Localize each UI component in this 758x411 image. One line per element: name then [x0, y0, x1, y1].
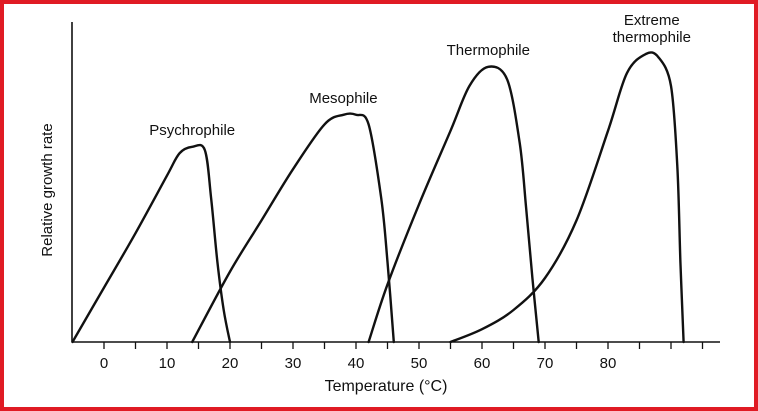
- x-tick-label: 0: [100, 355, 108, 372]
- x-tick-label: 40: [348, 355, 365, 372]
- curve-labels: Psychrophile Mesophile Thermophile Extreme t…: [149, 12, 691, 139]
- x-tick-label: 70: [537, 355, 554, 372]
- curve-label-psychrophile: Psychrophile: [149, 122, 235, 139]
- x-ticks: [103, 342, 704, 349]
- growth-curve-psychrophile: [71, 143, 232, 344]
- x-tick-labels: 0 10 20 30 40 50 60 70 80: [100, 355, 617, 372]
- curve-label-extreme-thermophile: Extreme thermophile: [613, 12, 691, 46]
- curve-label-thermophile: Thermophile: [447, 42, 530, 59]
- x-tick-label: 60: [474, 355, 491, 372]
- growth-curve-thermophile: [367, 65, 540, 344]
- curve-label-mesophile: Mesophile: [309, 90, 377, 107]
- growth-curves: [71, 51, 685, 344]
- x-tick-label: 80: [600, 355, 617, 372]
- growth-curve-mesophile: [191, 112, 395, 344]
- x-tick-label: 50: [411, 355, 428, 372]
- x-tick-label: 10: [159, 355, 176, 372]
- x-axis-label: Temperature (°C): [325, 378, 448, 395]
- x-tick-label: 30: [285, 355, 302, 372]
- growth-curve-extreme-thermophile: [449, 51, 685, 344]
- x-tick-label: 20: [222, 355, 239, 372]
- y-axis-label: Relative growth rate: [39, 123, 56, 256]
